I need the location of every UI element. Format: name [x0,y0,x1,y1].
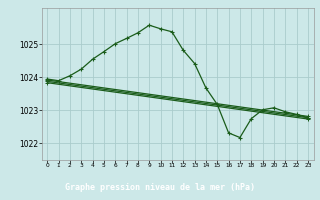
Text: Graphe pression niveau de la mer (hPa): Graphe pression niveau de la mer (hPa) [65,182,255,192]
